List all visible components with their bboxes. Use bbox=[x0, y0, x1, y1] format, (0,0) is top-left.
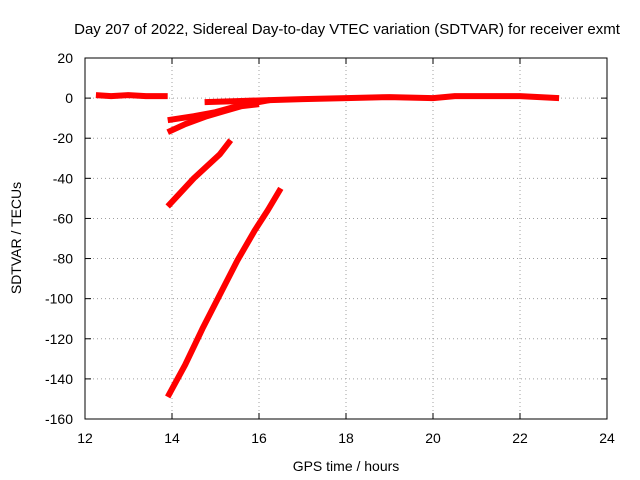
x-tick-label: 16 bbox=[251, 430, 267, 446]
y-tick-label: -40 bbox=[53, 170, 73, 186]
y-tick-label: -80 bbox=[53, 251, 73, 267]
y-tick-label: -140 bbox=[45, 371, 73, 387]
x-axis-label: GPS time / hours bbox=[293, 458, 400, 474]
y-tick-label: -60 bbox=[53, 210, 73, 226]
x-tick-label: 20 bbox=[425, 430, 441, 446]
y-tick-label: -120 bbox=[45, 331, 73, 347]
series-trace-1 bbox=[95, 92, 168, 100]
x-tick-label: 14 bbox=[164, 430, 180, 446]
series-trace-5 bbox=[165, 138, 234, 209]
chart-title: Day 207 of 2022, Sidereal Day-to-day VTE… bbox=[74, 21, 621, 38]
x-tick-label: 24 bbox=[599, 430, 615, 446]
grid bbox=[85, 58, 607, 419]
y-tick-label: -20 bbox=[53, 130, 73, 146]
x-tick-label: 12 bbox=[77, 430, 93, 446]
x-tick-label: 18 bbox=[338, 430, 354, 446]
y-tick-label: 0 bbox=[65, 90, 73, 106]
series-trace-6 bbox=[165, 186, 284, 399]
y-axis-label: SDTVAR / TECUs bbox=[8, 182, 24, 294]
y-tick-label: -160 bbox=[45, 411, 73, 427]
series-trace-4 bbox=[166, 101, 260, 135]
y-tick-label: -100 bbox=[45, 291, 73, 307]
x-tick-label: 22 bbox=[512, 430, 528, 446]
series-layer bbox=[95, 92, 560, 399]
ticks: 12 14 16 18 20 22 24 20 0 -20 -40 -60 -80 -100 -120 -14… bbox=[45, 50, 615, 446]
y-tick-label: 20 bbox=[57, 50, 73, 66]
